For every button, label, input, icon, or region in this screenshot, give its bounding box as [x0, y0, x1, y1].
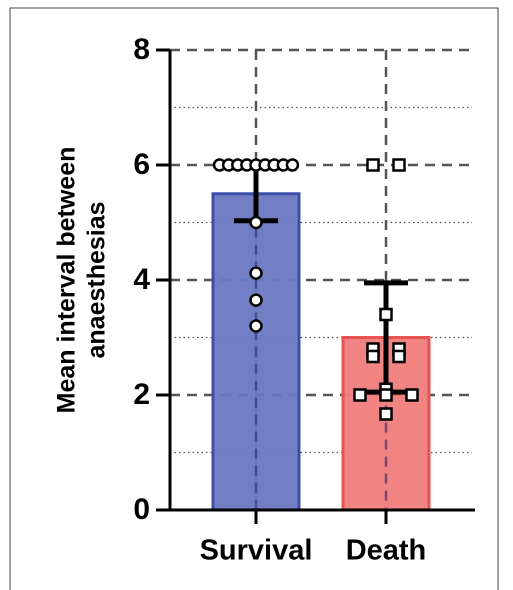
data-point	[392, 349, 406, 364]
data-point	[249, 215, 263, 230]
x-tick-label: Survival	[200, 535, 313, 567]
y-tick-label: 0	[133, 493, 150, 526]
data-point	[366, 158, 380, 172]
data-point	[379, 407, 393, 421]
y-tick-label: 4	[133, 263, 150, 296]
data-point	[249, 266, 263, 280]
data-point	[392, 158, 406, 172]
y-tick-label: 8	[133, 33, 150, 66]
data-point	[379, 307, 393, 322]
frame	[9, 7, 499, 590]
y-axis-label: anaesthesias	[83, 201, 111, 358]
data-point	[353, 388, 367, 402]
x-tick-label: Death	[346, 535, 427, 567]
marks	[211, 158, 431, 512]
y-tick-label: 2	[133, 378, 150, 411]
data-point	[285, 158, 300, 172]
data-point	[249, 293, 263, 307]
y-tick-label: 6	[133, 148, 150, 181]
y-axis-label: Mean interval between	[53, 147, 81, 414]
data-point	[405, 388, 419, 402]
data-point	[249, 319, 263, 333]
data-point	[366, 349, 380, 364]
data-point	[379, 388, 393, 402]
